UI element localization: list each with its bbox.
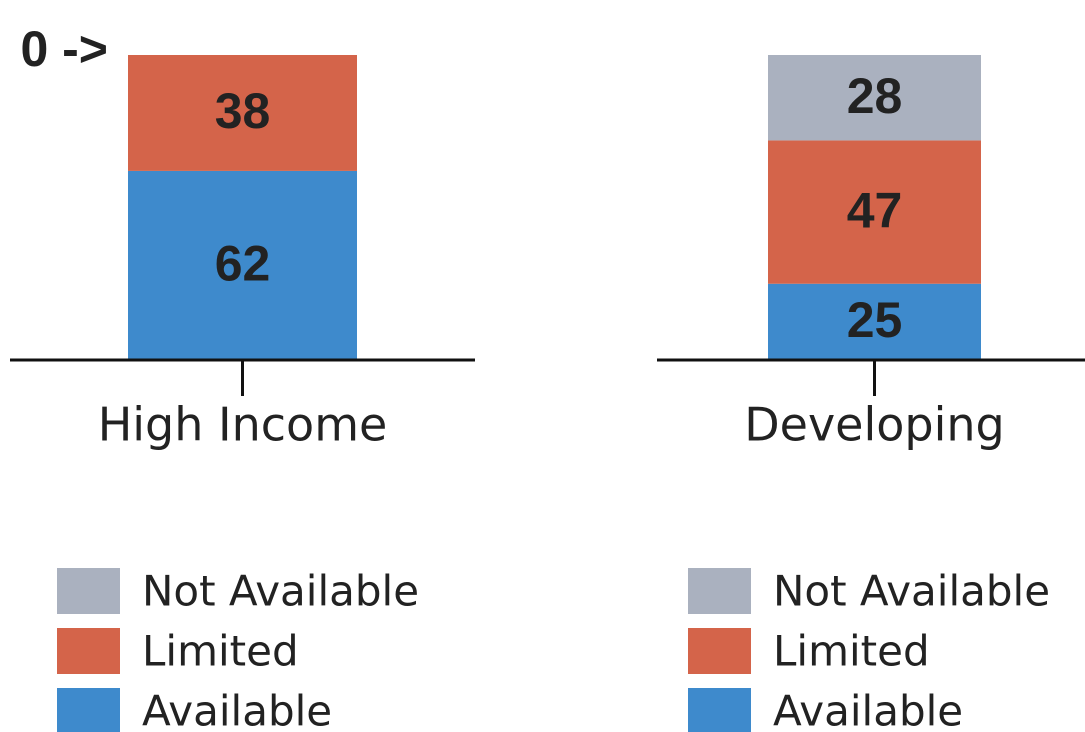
data-label: 62: [215, 236, 271, 292]
data-label: 25: [847, 292, 903, 348]
legend-label: Limited: [142, 627, 299, 676]
data-label: 28: [847, 68, 903, 124]
legend-swatch: [57, 688, 120, 732]
legend-label: Available: [142, 687, 332, 732]
legend-swatch: [688, 688, 751, 732]
legend-label: Not Available: [773, 567, 1050, 616]
bar-segment: [768, 55, 981, 141]
bar-segment: [768, 140, 981, 284]
legend-label: Limited: [773, 627, 930, 676]
legend-swatch: [57, 568, 120, 614]
legend-label: Available: [773, 687, 963, 732]
bar-segment: [128, 55, 357, 171]
legend-swatch: [57, 628, 120, 674]
bar-segment: [128, 170, 357, 360]
legend-swatch: [688, 628, 751, 674]
bar-segment: [768, 283, 981, 360]
data-label: 38: [215, 83, 271, 139]
x-tick-label: Developing: [744, 398, 1005, 452]
x-tick-label: High Income: [98, 398, 388, 452]
data-label: 47: [847, 182, 903, 238]
annotation: 0 ->: [20, 21, 108, 77]
legend-swatch: [688, 568, 751, 614]
legend-label: Not Available: [142, 567, 419, 616]
